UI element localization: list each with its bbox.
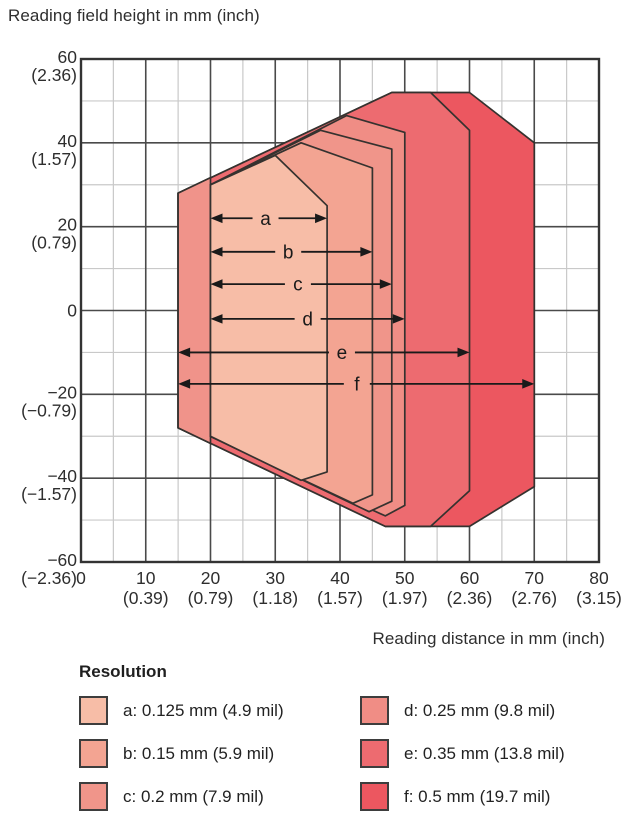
legend-swatch-a [79,696,108,725]
svg-text:−20: −20 [47,382,77,402]
svg-text:(1.18): (1.18) [252,588,298,608]
legend-item-e: e: 0.35 mm (13.8 mil) [360,738,624,769]
legend-label-e: e: 0.35 mm (13.8 mil) [404,743,565,763]
svg-text:40: 40 [58,131,78,151]
legend-title: Resolution [79,662,167,681]
legend-item-c: c: 0.2 mm (7.9 mil) [79,781,360,812]
svg-text:(2.36): (2.36) [31,65,77,85]
arrow-label-d: d [302,309,313,330]
svg-text:(−1.57): (−1.57) [21,484,77,504]
svg-text:60: 60 [58,47,78,67]
legend-label-f: f: 0.5 mm (19.7 mil) [404,786,551,806]
legend-swatch-f [360,782,389,811]
legend-grid: a: 0.125 mm (4.9 mil) b: 0.15 mm (5.9 mi… [79,695,624,823]
region-near-strip [177,176,212,445]
svg-text:−60: −60 [47,550,77,570]
svg-text:0: 0 [76,568,86,588]
legend-item-b: b: 0.15 mm (5.9 mil) [79,738,360,769]
svg-text:30: 30 [266,568,286,588]
svg-text:−40: −40 [47,466,77,486]
svg-text:(1.57): (1.57) [317,588,363,608]
svg-text:(−2.36): (−2.36) [21,568,77,588]
legend-label-a: a: 0.125 mm (4.9 mil) [123,700,284,720]
legend-item-d: d: 0.25 mm (9.8 mil) [360,695,624,726]
svg-text:(0.79): (0.79) [188,588,234,608]
legend: Resolution a: 0.125 mm (4.9 mil) b: 0.15… [79,662,624,823]
svg-text:(2.36): (2.36) [447,588,493,608]
legend-swatch-e [360,739,389,768]
svg-text:50: 50 [395,568,415,588]
legend-swatch-d [360,696,389,725]
arrow-label-e: e [337,343,348,364]
svg-text:0: 0 [67,301,77,321]
svg-text:60: 60 [460,568,480,588]
y-axis-title: Reading field height in mm (inch) [8,6,260,25]
legend-label-b: b: 0.15 mm (5.9 mil) [123,743,275,763]
legend-item-f: f: 0.5 mm (19.7 mil) [360,781,624,812]
svg-text:10: 10 [136,568,156,588]
x-axis-title: Reading distance in mm (inch) [372,629,605,648]
svg-text:20: 20 [58,215,78,235]
svg-text:(0.79): (0.79) [31,233,77,253]
svg-text:(1.97): (1.97) [382,588,428,608]
svg-text:(−0.79): (−0.79) [21,400,77,420]
svg-text:20: 20 [201,568,221,588]
legend-item-a: a: 0.125 mm (4.9 mil) [79,695,360,726]
arrow-label-a: a [260,209,271,230]
svg-text:(0.39): (0.39) [123,588,169,608]
legend-swatch-b [79,739,108,768]
svg-text:(2.76): (2.76) [511,588,557,608]
svg-text:40: 40 [330,568,350,588]
region-a [209,154,328,482]
legend-label-c: c: 0.2 mm (7.9 mil) [123,786,264,806]
legend-label-d: d: 0.25 mm (9.8 mil) [404,700,556,720]
svg-text:(3.15): (3.15) [576,588,622,608]
arrow-label-f: f [354,374,360,395]
svg-text:80: 80 [589,568,609,588]
legend-swatch-c [79,782,108,811]
arrow-label-b: b [283,242,294,263]
svg-text:(1.57): (1.57) [31,149,77,169]
svg-text:70: 70 [525,568,545,588]
arrow-label-c: c [293,275,303,296]
